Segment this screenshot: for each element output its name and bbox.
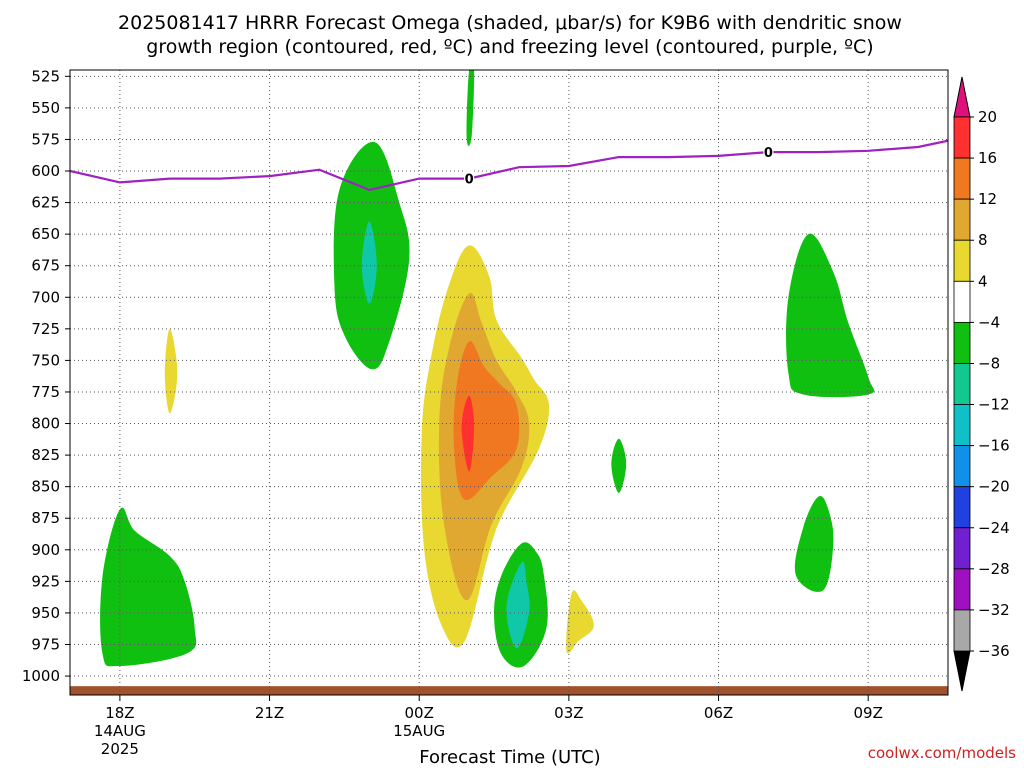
x-tick-label-2: 00Z xyxy=(405,704,434,722)
credit-label: coolwx.com/models xyxy=(868,744,1016,762)
y-tick-label-11: 800 xyxy=(31,415,60,433)
colorbar-swatch-3 xyxy=(953,239,971,282)
colorbar-swatch-11 xyxy=(953,568,971,611)
omega-region-8 xyxy=(461,395,475,472)
x-tick-sublabel-0: 14AUG xyxy=(94,722,146,740)
y-tick-label-18: 975 xyxy=(31,635,60,653)
x-tick-label-1: 21Z xyxy=(255,704,284,722)
x-tick-label-4: 06Z xyxy=(704,704,733,722)
freezing-label-bg-1 xyxy=(763,144,774,159)
y-tick-label-12: 825 xyxy=(31,446,60,464)
colorbar-label-2: 12 xyxy=(978,190,997,208)
y-tick-label-2: 575 xyxy=(31,130,60,148)
y-tick-label-0: 525 xyxy=(31,67,60,85)
colorbar-swatch-6 xyxy=(953,363,971,405)
omega-region-14 xyxy=(794,496,834,592)
colorbar-label-12: −32 xyxy=(978,601,1010,619)
colorbar-swatch-0 xyxy=(953,116,971,159)
colorbar-top-arrow xyxy=(953,76,971,118)
y-tick-label-6: 675 xyxy=(31,257,60,275)
colorbar-label-5: −4 xyxy=(978,313,1000,331)
chart-title-line2: growth region (contoured, red, ºC) and f… xyxy=(146,36,873,58)
y-tick-label-7: 700 xyxy=(31,288,60,306)
x-axis-label: Forecast Time (UTC) xyxy=(419,747,600,768)
terrain-band xyxy=(70,686,948,695)
freezing-level-line xyxy=(70,139,948,192)
colorbar: 20 16 12 8 4 −4 −8 −12 −16 −20 −24 −28 −32 −36 xyxy=(953,76,1010,692)
colorbar-swatch-7 xyxy=(953,404,971,447)
omega-region-4 xyxy=(164,328,178,414)
colorbar-label-4: 4 xyxy=(978,272,988,290)
colorbar-label-3: 8 xyxy=(978,231,988,249)
colorbar-label-13: −36 xyxy=(978,642,1010,660)
freezing-label-1: 0 xyxy=(764,146,773,161)
colorbar-label-7: −12 xyxy=(978,396,1010,414)
y-tick-label-13: 850 xyxy=(31,478,60,496)
x-tick-year-0: 2025 xyxy=(101,740,139,758)
omega-region-10 xyxy=(506,561,530,649)
plot-area: 00 xyxy=(70,70,948,695)
y-tick-label-5: 650 xyxy=(31,225,60,243)
y-tick-label-17: 950 xyxy=(31,604,60,622)
omega-region-0 xyxy=(466,70,475,146)
plot-frame xyxy=(69,69,949,696)
colorbar-bottom-arrow xyxy=(953,650,971,692)
colorbar-swatch-4 xyxy=(953,280,971,323)
freezing-label-0: 0 xyxy=(465,173,474,188)
colorbar-label-8: −16 xyxy=(978,437,1010,455)
x-tick-label-5: 09Z xyxy=(853,704,882,722)
colorbar-label-10: −24 xyxy=(978,519,1010,537)
y-tick-label-9: 750 xyxy=(31,351,60,369)
x-tick-label-0: 18Z xyxy=(105,704,134,722)
colorbar-label-9: −20 xyxy=(978,478,1010,496)
colorbar-label-1: 16 xyxy=(978,149,997,167)
omega-region-2 xyxy=(361,221,377,304)
omega-region-12 xyxy=(611,438,627,493)
y-tick-label-4: 625 xyxy=(31,194,60,212)
y-tick-label-16: 925 xyxy=(31,572,60,590)
y-tick-label-15: 900 xyxy=(31,541,60,559)
chart-title-line1: 2025081417 HRRR Forecast Omega (shaded, … xyxy=(118,12,902,34)
y-tick-label-8: 725 xyxy=(31,320,60,338)
y-tick-label-1: 550 xyxy=(31,99,60,117)
omega-region-11 xyxy=(566,590,594,654)
colorbar-label-11: −28 xyxy=(978,560,1010,578)
omega-region-13 xyxy=(786,233,875,398)
colorbar-swatch-5 xyxy=(953,321,971,364)
x-tick-sublabel-2: 15AUG xyxy=(393,722,445,740)
colorbar-swatch-12 xyxy=(953,609,971,652)
freezing-label-bg-0 xyxy=(464,170,475,185)
y-tick-label-3: 600 xyxy=(31,162,60,180)
colorbar-swatch-8 xyxy=(953,445,971,488)
y-tick-label-14: 875 xyxy=(31,509,60,527)
colorbar-swatch-10 xyxy=(953,527,971,570)
omega-region-3 xyxy=(100,507,197,667)
y-tick-label-19: 1000 xyxy=(22,667,60,685)
colorbar-label-0: 20 xyxy=(978,108,997,126)
colorbar-swatch-1 xyxy=(953,157,971,200)
x-tick-label-3: 03Z xyxy=(554,704,583,722)
colorbar-label-6: −8 xyxy=(978,354,1000,372)
colorbar-swatch-9 xyxy=(953,486,971,529)
y-tick-label-10: 775 xyxy=(31,383,60,401)
colorbar-swatch-2 xyxy=(953,198,971,241)
